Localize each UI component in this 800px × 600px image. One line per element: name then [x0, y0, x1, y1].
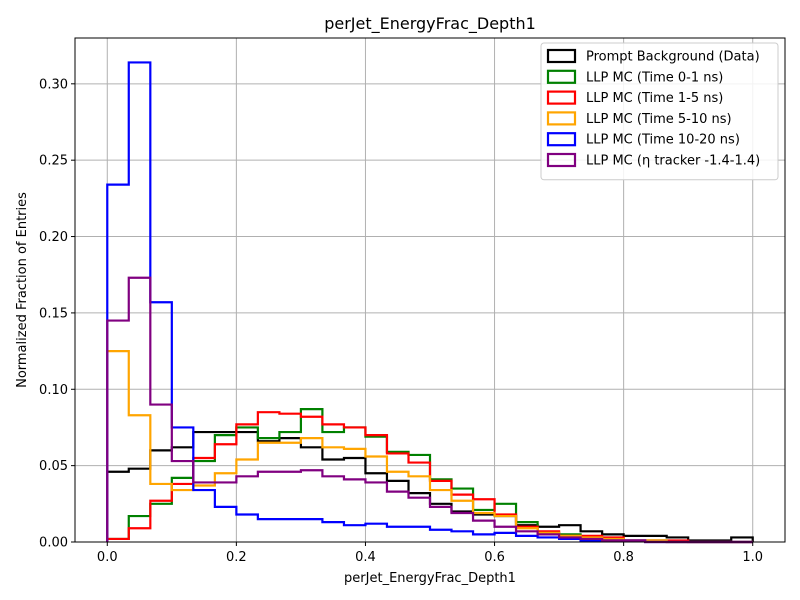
legend-swatch [546, 90, 577, 105]
series-group [106, 61, 754, 544]
legend-label: LLP MC (Time 0-1 ns) [586, 70, 723, 85]
x-tick-label: 0.4 [355, 550, 376, 565]
legend-label: Prompt Background (Data) [586, 50, 760, 65]
x-tick-label: 0.8 [613, 550, 634, 565]
y-tick-label: 0.00 [39, 536, 68, 551]
y-tick-label: 0.30 [39, 77, 68, 92]
y-tick-label: 0.10 [39, 383, 68, 398]
legend-swatch [546, 132, 577, 147]
legend-swatch [546, 48, 577, 64]
x-tick-label: 1.0 [742, 550, 763, 565]
plot-frame [74, 37, 786, 543]
legend-label: LLP MC (η tracker -1.4-1.4) [586, 154, 760, 169]
axis-ticks: 0.0 0.2 0.4 0.6 0.8 1.0 0.00 0.05 0.10 0.15 0.20 0.… [39, 77, 763, 565]
histogram-series-4 [106, 61, 753, 544]
legend-box [540, 42, 779, 181]
x-axis-label: perJet_EnergyFrac_Depth1 [344, 571, 516, 586]
legend-swatch [546, 111, 577, 126]
x-tick-label: 0.2 [226, 550, 247, 565]
y-tick-label: 0.25 [39, 154, 68, 169]
x-tick-label: 0.0 [97, 550, 118, 565]
legend-label: LLP MC (Time 5-10 ns) [586, 112, 732, 127]
y-tick-label: 0.20 [39, 230, 68, 245]
chart-title: perJet_EnergyFrac_Depth1 [324, 14, 536, 34]
y-axis-label: Normalized Fraction of Entries [15, 192, 30, 388]
legend-swatch [546, 152, 577, 168]
legend-swatch [546, 69, 577, 84]
legend: Prompt Background (Data) LLP MC (Time 0-1… [540, 42, 779, 181]
y-tick-label: 0.15 [39, 306, 68, 321]
x-tick-label: 0.6 [484, 550, 505, 565]
legend-label: LLP MC (Time 10-20 ns) [586, 133, 740, 148]
histogram-series-5 [106, 276, 753, 544]
y-tick-label: 0.05 [39, 459, 68, 474]
legend-label: LLP MC (Time 1-5 ns) [586, 91, 723, 106]
